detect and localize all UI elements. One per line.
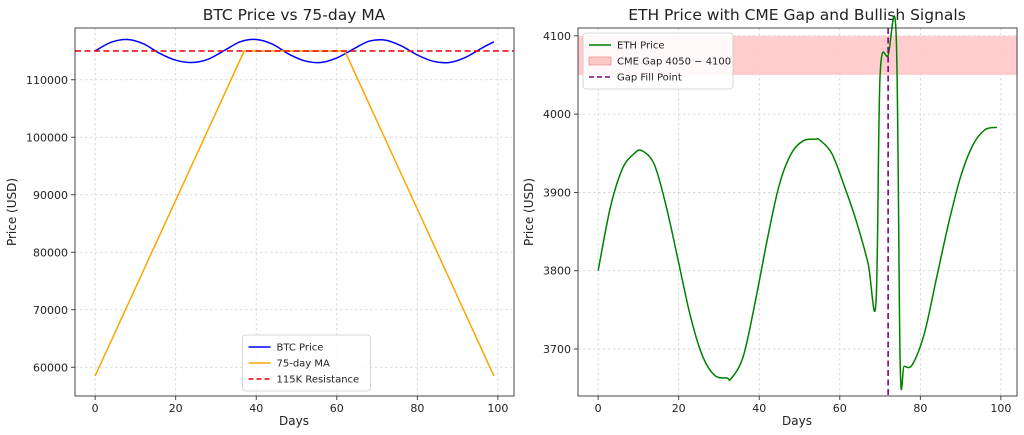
eth-chart: ETH Price with CME Gap and Bullish Signa… <box>522 6 1018 428</box>
eth-legend-box <box>582 32 734 90</box>
eth-x-tick-label: 60 <box>833 402 847 415</box>
eth-plot-frame <box>577 27 1018 397</box>
btc-y-tick-label: 100000 <box>26 131 68 144</box>
btc-legend-label: BTC Price <box>277 343 324 354</box>
eth-x-tick-label: 0 <box>595 402 602 415</box>
eth-ticks: 0 20 40 60 80 100 3700 3800 3900 4000 4100 <box>543 30 1011 415</box>
btc-series-line-1 <box>94 50 495 377</box>
eth-x-axis-label: Days <box>782 414 812 428</box>
btc-y-tick-label: 80000 <box>33 246 68 259</box>
btc-chart: BTC Price vs 75-day MA Days Price (USD) … <box>5 6 515 428</box>
btc-x-tick-label: 100 <box>487 402 508 415</box>
eth-x-tick-label: 100 <box>990 402 1011 415</box>
btc-legend-label: 115K Resistance <box>277 375 360 386</box>
btc-y-tick-label: 60000 <box>33 361 68 374</box>
eth-legend-label: Gap Fill Point <box>617 73 682 84</box>
btc-y-tick-label: 70000 <box>33 304 68 317</box>
btc-x-tick-label: 80 <box>410 402 424 415</box>
btc-x-tick-label: 0 <box>92 402 99 415</box>
btc-x-tick-label: 20 <box>169 402 183 415</box>
eth-x-tick-label: 80 <box>913 402 927 415</box>
btc-legend: BTC Price 75-day MA 115K Resistance <box>242 334 371 392</box>
btc-legend-box <box>242 334 371 392</box>
btc-series-line-0 <box>94 38 495 64</box>
btc-legend-label: 75-day MA <box>277 359 331 370</box>
eth-legend-label: CME Gap 4050 − 4100 <box>617 57 731 68</box>
eth-legend-label: ETH Price <box>617 41 665 52</box>
btc-y-tick-label: 90000 <box>33 189 68 202</box>
btc-y-tick-label: 110000 <box>26 74 68 87</box>
eth-legend: ETH Price CME Gap 4050 − 4100 Gap Fill Poi… <box>582 32 734 90</box>
eth-y-tick-label: 4000 <box>543 108 571 121</box>
btc-chart-title: BTC Price vs 75-day MA <box>203 6 386 24</box>
eth-chart-title: ETH Price with CME Gap and Bullish Signa… <box>628 6 966 24</box>
btc-plot-frame <box>74 27 515 397</box>
btc-x-axis-label: Days <box>279 414 309 428</box>
eth-y-tick-label: 3700 <box>543 343 571 356</box>
btc-x-tick-label: 40 <box>249 402 263 415</box>
eth-series <box>597 15 998 396</box>
eth-y-tick-label: 3900 <box>543 186 571 199</box>
btc-series <box>75 38 514 377</box>
eth-y-tick-label: 3800 <box>543 265 571 278</box>
eth-y-tick-label: 4100 <box>543 30 571 43</box>
eth-series-line-0 <box>597 15 998 391</box>
btc-y-axis-label: Price (USD) <box>5 178 19 246</box>
btc-ticks: 0 20 40 60 80 100 60000 70000 80000 90000 100000 11… <box>26 74 508 415</box>
btc-x-tick-label: 60 <box>330 402 344 415</box>
eth-x-tick-label: 40 <box>752 402 766 415</box>
eth-y-axis-label: Price (USD) <box>522 178 536 246</box>
eth-x-tick-label: 20 <box>672 402 686 415</box>
eth-legend-swatch <box>588 56 612 66</box>
